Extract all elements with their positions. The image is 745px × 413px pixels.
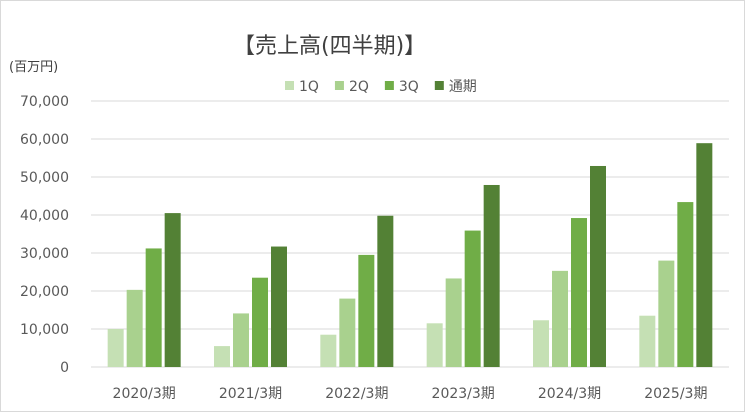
x-axis-tick-labels: 2020/3期 2021/3期 2022/3期 2023/3期 2024/3期 2025/… <box>113 386 708 402</box>
bar-2-5 <box>552 270 568 367</box>
bar-2-4 <box>445 278 462 367</box>
legend-label: 通期 <box>449 79 477 95</box>
bar-1-5 <box>533 320 549 367</box>
x-tick-label: 2024/3期 <box>538 386 601 402</box>
bar-4-4 <box>483 184 500 367</box>
bars <box>107 143 713 367</box>
bar-1-4 <box>426 323 443 367</box>
bar-4-2 <box>271 246 287 367</box>
legend-swatch <box>384 81 394 90</box>
legend-swatch <box>334 81 344 90</box>
y-tick-label: 30,000 <box>20 246 69 262</box>
bar-2-1 <box>126 289 143 367</box>
y-tick-label: 0 <box>60 360 69 376</box>
bar-3-3 <box>358 254 375 367</box>
y-axis-tick-labels: 0 10,000 20,000 30,000 40,000 50,000 60,000 70,… <box>20 94 69 376</box>
bar-3-1 <box>145 248 162 367</box>
bar-1-1 <box>107 329 124 367</box>
bar-3-2 <box>252 277 268 367</box>
legend-swatch <box>285 81 294 90</box>
bar-3-4 <box>464 230 481 367</box>
y-tick-label: 20,000 <box>20 284 69 300</box>
legend-swatch <box>434 81 444 90</box>
x-tick-label: 2025/3期 <box>644 386 707 402</box>
legend-label: 3Q <box>399 79 419 95</box>
gridlines <box>91 100 729 368</box>
x-tick-label: 2022/3期 <box>325 386 388 402</box>
y-tick-label: 50,000 <box>20 170 69 186</box>
bar-2-3 <box>339 298 356 367</box>
y-tick-label: 10,000 <box>20 322 69 338</box>
legend: 1Q 2Q 3Q 通期 <box>285 79 477 95</box>
legend-label: 1Q <box>299 79 319 95</box>
chart-title: 【売上高(四半期)】 <box>233 34 426 59</box>
bar-3-6 <box>677 202 694 367</box>
bar-3-5 <box>571 218 587 367</box>
bar-1-3 <box>320 334 337 367</box>
y-axis-unit-label: (百万円) <box>9 60 58 75</box>
bar-4-3 <box>377 215 394 367</box>
x-tick-label: 2021/3期 <box>219 386 282 402</box>
legend-label: 2Q <box>349 79 369 95</box>
y-tick-label: 40,000 <box>20 208 69 224</box>
y-tick-label: 70,000 <box>20 94 69 110</box>
bar-2-6 <box>658 260 675 367</box>
bar-4-6 <box>696 143 713 367</box>
x-tick-label: 2023/3期 <box>432 386 495 402</box>
bar-4-1 <box>164 213 181 367</box>
bar-4-5 <box>590 165 606 367</box>
y-tick-label: 60,000 <box>20 132 69 148</box>
bar-2-2 <box>233 313 249 367</box>
x-tick-label: 2020/3期 <box>113 386 176 402</box>
bar-1-6 <box>639 315 656 367</box>
bar-1-2 <box>214 346 230 367</box>
